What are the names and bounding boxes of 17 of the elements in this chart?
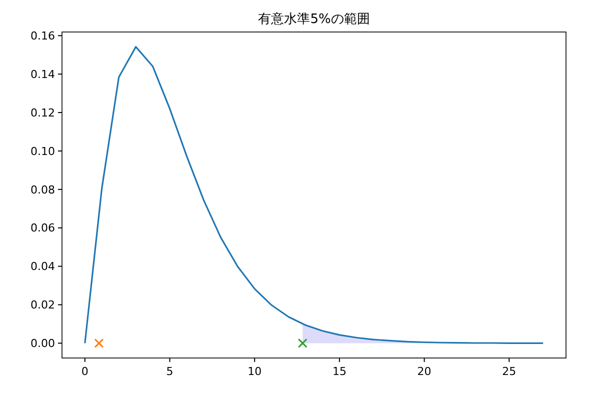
y-tick-label: 0.08	[30, 183, 55, 196]
x-tick-label: 0	[81, 365, 88, 378]
y-tick-label: 0.00	[30, 337, 55, 350]
y-tick-label: 0.16	[30, 30, 55, 42]
y-tick-label: 0.14	[30, 68, 55, 81]
chart-title: 有意水準5%の範囲	[258, 12, 370, 27]
y-tick-label: 0.06	[30, 222, 55, 235]
x-tick-label: 20	[417, 365, 432, 378]
y-tick-label: 0.12	[30, 106, 55, 120]
x-tick-label: 15	[332, 365, 346, 378]
y-tick-label: 0.02	[30, 298, 55, 312]
y-tick-label: 0.04	[30, 260, 55, 274]
x-tick-label: 25	[502, 365, 516, 378]
x-tick-label: 5	[166, 365, 174, 378]
line-series	[84, 46, 544, 344]
y-tick-label: 0.10	[30, 144, 55, 158]
x-tick-label: 10	[248, 365, 262, 378]
